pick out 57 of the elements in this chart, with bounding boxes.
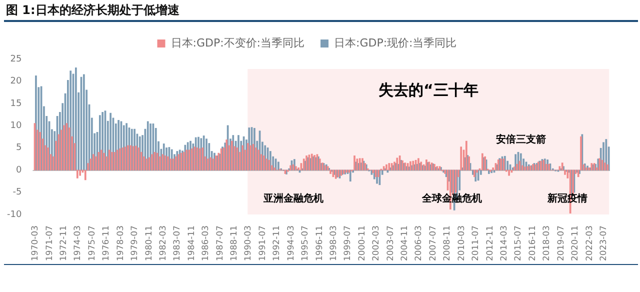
x-tick-label: 1970-03 bbox=[30, 225, 41, 261]
x-tick-label: 1983-07 bbox=[172, 225, 183, 261]
x-tick-label: 2000-11 bbox=[357, 225, 368, 261]
x-tick-label: 2015-07 bbox=[514, 225, 524, 261]
annotation: 安倍三支箭 bbox=[496, 133, 546, 146]
y-tick-label: 20 bbox=[10, 76, 22, 87]
x-tick-label: 1984-11 bbox=[186, 225, 197, 261]
y-tick-label: 10 bbox=[10, 120, 22, 131]
x-tick-label: 2004-11 bbox=[400, 225, 410, 261]
x-tick-label: 2022-03 bbox=[584, 225, 595, 261]
x-tick-label: 1992-11 bbox=[272, 225, 282, 261]
x-tick-label: 2023-07 bbox=[598, 225, 609, 261]
x-tick-label: 1982-03 bbox=[158, 225, 168, 261]
legend-label: 日本:GDP:现价:当季同比 bbox=[334, 36, 457, 50]
x-tick-label: 1972-11 bbox=[58, 225, 69, 261]
x-tick-label: 1979-07 bbox=[130, 225, 140, 261]
annotation: 亚洲金融危机 bbox=[262, 192, 324, 205]
x-tick-label: 1999-07 bbox=[343, 225, 354, 261]
x-tick-label: 1998-03 bbox=[328, 225, 339, 261]
chart-title: 图 1:日本的经济长期处于低增速 bbox=[6, 2, 180, 19]
x-tick-label: 1988-11 bbox=[230, 225, 240, 261]
x-tick-label: 2006-03 bbox=[414, 225, 424, 261]
x-tick-label: 1980-11 bbox=[144, 225, 154, 261]
y-tick-label: 5 bbox=[16, 143, 22, 154]
x-tick-label: 1971-07 bbox=[44, 225, 55, 261]
x-tick-label: 1996-11 bbox=[314, 225, 325, 261]
x-tick-label: 2011-07 bbox=[471, 225, 482, 261]
x-tick-label: 2019-07 bbox=[556, 225, 566, 261]
x-tick-label: 2002-03 bbox=[372, 225, 382, 261]
y-tick-label: -10 bbox=[6, 210, 22, 220]
x-tick-label: 2012-11 bbox=[485, 225, 496, 261]
x-tick-label: 2010-03 bbox=[456, 225, 467, 261]
x-tick-label: 1995-07 bbox=[300, 225, 311, 261]
x-tick-label: 1976-11 bbox=[102, 225, 112, 261]
x-tick-label: 1987-07 bbox=[215, 225, 226, 261]
x-tick-label: 1974-03 bbox=[73, 225, 84, 261]
annotation: 新冠疫情 bbox=[546, 192, 588, 205]
y-tick-label: 0 bbox=[16, 165, 22, 176]
x-tick-label: 1986-03 bbox=[201, 225, 212, 261]
x-tick-label: 1991-07 bbox=[258, 225, 268, 261]
x-tick-label: 2020-11 bbox=[570, 225, 581, 261]
x-tick-label: 2007-07 bbox=[428, 225, 438, 261]
x-tick-label: 2014-03 bbox=[500, 225, 510, 261]
x-tick-label: 2008-11 bbox=[442, 225, 453, 261]
x-tick-label: 2018-03 bbox=[542, 225, 552, 261]
legend-label: 日本:GDP:不变价:当季同比 bbox=[170, 36, 305, 50]
y-tick-label: 25 bbox=[10, 54, 22, 64]
x-tick-label: 2003-07 bbox=[386, 225, 396, 261]
x-tick-label: 1990-03 bbox=[244, 225, 254, 261]
annotation: 全球金融危机 bbox=[420, 192, 482, 205]
y-tick-label: 15 bbox=[10, 98, 22, 109]
x-tick-label: 1994-03 bbox=[286, 225, 296, 261]
x-tick-label: 1978-03 bbox=[116, 225, 126, 261]
x-tick-label: 1975-07 bbox=[87, 225, 98, 261]
band-label: 失去的“三十年 bbox=[378, 80, 478, 99]
x-tick-label: 2016-11 bbox=[528, 225, 538, 261]
y-tick-label: -5 bbox=[12, 188, 22, 198]
